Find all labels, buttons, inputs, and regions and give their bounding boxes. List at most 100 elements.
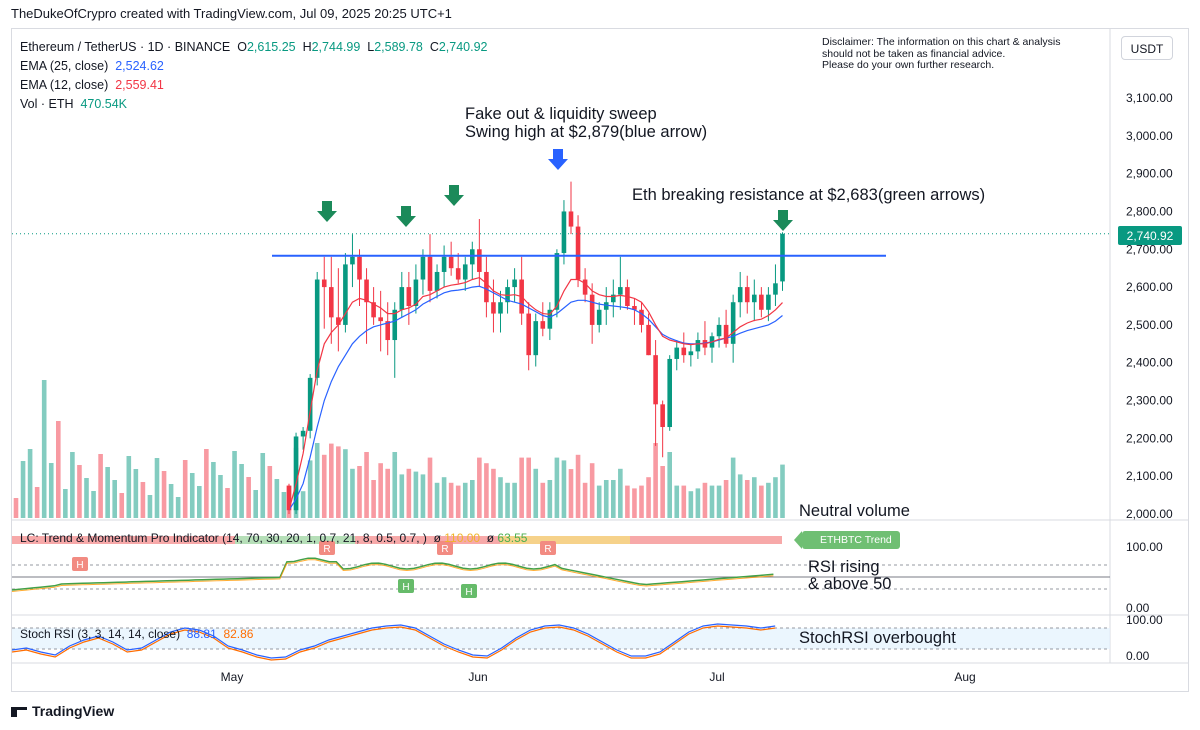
- volume-bar: [314, 443, 320, 518]
- candle-body: [491, 302, 496, 314]
- stoch-k-line: [11, 623, 776, 659]
- candle-body: [589, 294, 595, 325]
- volume-bar: [441, 477, 447, 518]
- last-price-tag-bg: [1118, 226, 1182, 245]
- ema25-value: 2,524.62: [115, 59, 164, 73]
- indicator-legend[interactable]: LC: Trend & Momentum Pro Indicator (14, …: [20, 531, 527, 545]
- candle-body: [716, 324, 722, 337]
- volume-bar: [211, 462, 216, 518]
- volume-bar: [611, 480, 616, 518]
- stoch-k-value: 88.81: [186, 627, 217, 641]
- signal-marker-label: R: [323, 544, 330, 555]
- volume-bar: [674, 485, 680, 518]
- volume-bar: [189, 473, 195, 518]
- volume-bar: [34, 487, 40, 518]
- candle-body: [307, 377, 313, 431]
- volume-bar: [281, 492, 287, 518]
- volume-bar: [239, 464, 244, 518]
- candle-body: [343, 264, 348, 325]
- volume-value: 470.54K: [80, 97, 128, 111]
- trend-band: [12, 536, 782, 544]
- price-axis-label: 2,300.00: [1126, 394, 1173, 408]
- volume-bar: [253, 490, 258, 518]
- time-label-jul: Jul: [709, 670, 724, 684]
- candle-body: [321, 279, 327, 288]
- candle-body: [780, 233, 785, 282]
- tradingview-logo[interactable]: TradingView: [11, 703, 114, 719]
- stoch-legend[interactable]: Stoch RSI (3, 3, 14, 14, close) 88.81 82…: [20, 627, 253, 641]
- volume-bar: [56, 421, 61, 518]
- annotation-arrow: [444, 185, 464, 206]
- indicator-label: LC: Trend & Momentum Pro Indicator (14, …: [20, 531, 427, 545]
- volume-bar: [246, 477, 251, 518]
- volume-bar: [484, 463, 489, 518]
- signal-marker: [319, 541, 335, 555]
- volume-bar: [274, 479, 280, 518]
- volume-bar: [27, 449, 33, 518]
- candle-body: [752, 294, 757, 303]
- ind-axis-0: 0.00: [1126, 601, 1150, 615]
- candle-body: [378, 317, 383, 322]
- symbol-title[interactable]: Ethereum / TetherUS · 1D · BINANCE: [20, 40, 231, 54]
- volume-bar: [197, 486, 202, 518]
- price-axis-label: 2,700.00: [1126, 242, 1173, 256]
- candle-body: [653, 355, 658, 405]
- volume-bar: [300, 491, 306, 518]
- volume-bar: [702, 482, 708, 518]
- candle-body: [434, 271, 440, 291]
- volume-bar: [260, 453, 266, 518]
- volume-bar: [455, 485, 461, 518]
- volume-bar: [519, 457, 524, 518]
- volume-bar: [392, 452, 398, 518]
- candle-body: [611, 294, 616, 303]
- stoch-d-line: [11, 625, 776, 661]
- volume-bar: [147, 495, 153, 518]
- annotation-arrow: [548, 149, 568, 170]
- volume-bar: [603, 480, 609, 518]
- trend-band-bull: [235, 536, 355, 544]
- signal-marker: [398, 579, 414, 593]
- volume-bar: [378, 463, 383, 518]
- ethbtc-trend-badge[interactable]: ETHBTC Trend: [794, 531, 900, 549]
- legend-row-ohlc[interactable]: Ethereum / TetherUS · 1D · BINANCE O2,61…: [20, 38, 488, 57]
- legend-row-volume[interactable]: Vol · ETH 470.54K: [20, 95, 488, 114]
- disclaimer-note: Disclaimer: The information on this char…: [822, 36, 1061, 72]
- volume-bar: [126, 456, 132, 518]
- currency-button[interactable]: USDT: [1121, 36, 1173, 60]
- candle-body: [477, 249, 482, 272]
- volume-bar: [218, 475, 223, 518]
- chart-frame: [11, 28, 1189, 692]
- volume-bar: [77, 465, 82, 518]
- volume-bar: [766, 482, 771, 518]
- indicator-value1-prefix: ø: [433, 531, 441, 545]
- tradingview-wordmark: TradingView: [32, 703, 115, 719]
- disclaimer-line: Please do your own further research.: [822, 59, 995, 71]
- legend-row-ema25[interactable]: EMA (25, close) 2,524.62: [20, 57, 488, 76]
- volume-bar: [63, 489, 68, 518]
- disclaimer-line: should not be taken as financial advice.: [822, 47, 1006, 60]
- candle-body: [484, 271, 489, 303]
- annotation-neutral-volume: Neutral volume: [799, 502, 910, 520]
- volume-bar: [759, 485, 764, 518]
- candle-body: [427, 256, 433, 291]
- candle-body: [744, 287, 750, 303]
- candle-body: [674, 347, 680, 359]
- volume-bar: [133, 469, 139, 518]
- volume-bar: [561, 460, 567, 518]
- candle-body: [667, 358, 672, 428]
- annotation-rsi-above-50: & above 50: [808, 575, 892, 593]
- legend-row-ema12[interactable]: EMA (12, close) 2,559.41: [20, 76, 488, 95]
- volume-bar: [70, 452, 75, 518]
- ema12-line: [288, 276, 783, 511]
- volume-bar: [119, 493, 125, 518]
- annotation-swing-high: Swing high at $2,879(blue arrow): [465, 123, 708, 141]
- volume-bar: [618, 468, 623, 518]
- volume-bar: [491, 468, 496, 518]
- candle-body: [554, 253, 560, 310]
- volume-bar: [533, 468, 539, 518]
- volume-bar: [182, 460, 188, 518]
- volume-bar: [13, 498, 19, 518]
- time-label-aug: Aug: [954, 670, 975, 684]
- candle-body: [364, 279, 369, 303]
- volume-bar: [505, 482, 510, 518]
